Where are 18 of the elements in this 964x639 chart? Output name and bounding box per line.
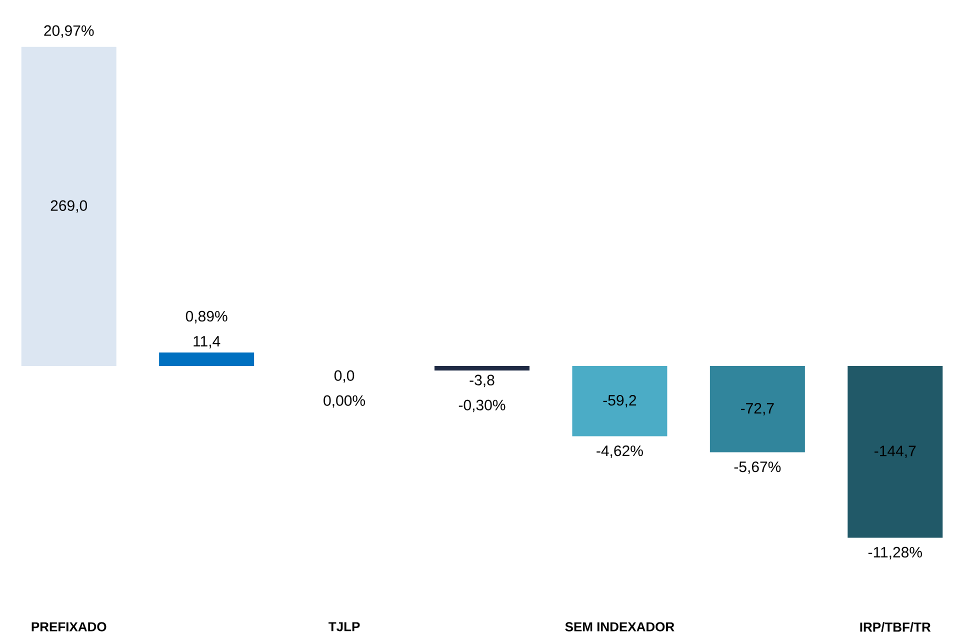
text: 20,97% — [44, 25, 94, 38]
annotation: -4,62% — [596, 445, 643, 458]
annotation: 0,00% — [324, 395, 366, 408]
annotation: 0,89% — [186, 310, 228, 324]
text: -11,28% — [868, 546, 922, 560]
data-label: 269,0 — [50, 200, 88, 213]
data-label: 11,4 — [194, 336, 220, 348]
data-label: -72,7 — [740, 402, 774, 416]
data-label: 0,0 — [334, 370, 354, 383]
data-label: -59,2 — [603, 394, 636, 408]
data-label: -144,7 — [874, 446, 916, 458]
annotation: -5,67% — [734, 462, 781, 474]
x-tick-label: TJLP — [328, 622, 360, 632]
x-tick-label: SEM INDEXADOR — [565, 622, 674, 632]
x-tick-label: IRP/TBF/TR — [860, 622, 931, 632]
x-tick-label: PREFIXADO — [32, 622, 106, 632]
data-label: -3,8 — [470, 374, 494, 388]
annotation: -0,30% — [458, 400, 506, 412]
